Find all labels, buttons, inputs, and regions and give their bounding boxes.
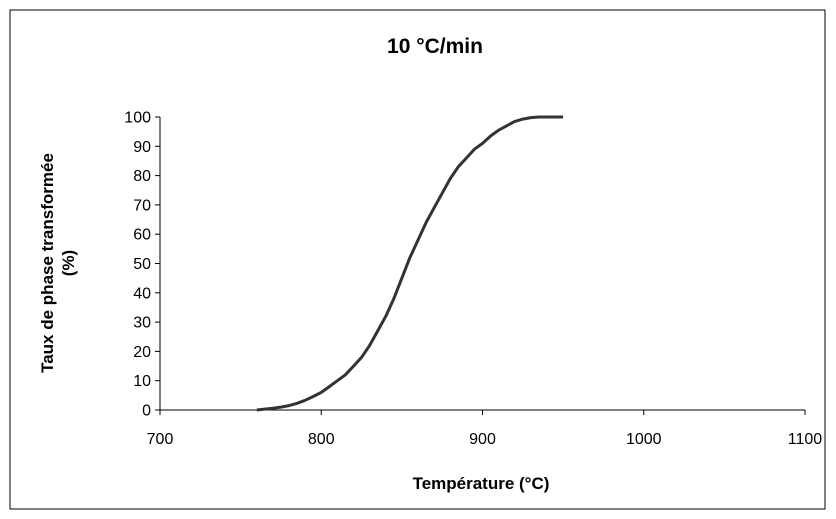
series-line [256, 115, 564, 412]
y-tick-label: 60 [133, 227, 151, 244]
y-tick-label: 80 [133, 168, 151, 185]
y-axis-title-line1: Taux de phase transformée [38, 153, 57, 373]
y-tick-label: 30 [133, 315, 151, 332]
x-axis-title: Température (°C) [413, 474, 550, 493]
y-axis-title-line2: (%) [59, 250, 78, 276]
x-tick-label: 1000 [626, 431, 662, 448]
ticks: 0 10 20 30 40 50 60 70 80 90 100 700 800 900 1000 1100 [124, 110, 822, 449]
chart-title: 10 °C/min [387, 35, 483, 58]
y-tick-label: 50 [133, 256, 151, 273]
y-tick-label: 10 [133, 373, 151, 390]
y-tick-label: 40 [133, 285, 151, 302]
series [256, 115, 564, 412]
x-tick-label: 900 [469, 431, 496, 448]
x-tick-label: 700 [147, 431, 174, 448]
y-tick-label: 20 [133, 344, 151, 361]
y-tick-label: 90 [133, 139, 151, 156]
y-tick-label: 70 [133, 197, 151, 214]
x-tick-label: 800 [308, 431, 335, 448]
x-tick-label: 1100 [788, 431, 823, 448]
chart-border [9, 9, 826, 510]
y-tick-label: 100 [124, 110, 151, 127]
y-tick-label: 0 [142, 403, 151, 420]
